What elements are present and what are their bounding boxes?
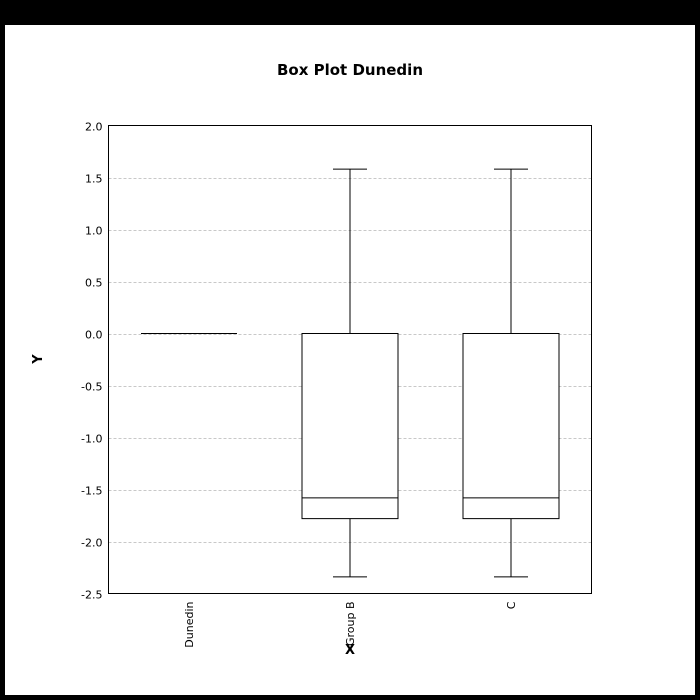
x-axis-ticks: Dunedin Group B C [183,601,518,648]
y-tick-label: 1.5 [85,173,103,186]
y-tick-label: 0.0 [85,329,103,342]
box-series [141,168,560,578]
box-body [462,333,560,520]
chart-title: Box Plot Dunedin [277,61,423,79]
y-tick-label: -0.5 [81,381,102,394]
top-frame-bar [0,0,700,25]
y-tick-label: 1.0 [85,225,103,238]
y-tick-label: -2.0 [81,537,102,550]
y-tick-label: 0.5 [85,277,103,290]
y-axis-label: Y [31,354,46,365]
x-axis-label: X [345,643,355,658]
y-tick-label: -1.0 [81,433,102,446]
plot-area-frame [108,125,592,594]
box-body [301,333,399,520]
x-tick-label: Dunedin [183,601,196,647]
y-tick-label: -1.5 [81,485,102,498]
box-c [462,168,560,578]
box-group-b [301,168,399,578]
y-tick-label: 2.0 [85,121,103,134]
y-axis-ticks: 2.0 1.5 1.0 0.5 0.0 -0.5 -1.0 -1.5 -2.0 -2.5 [81,121,102,602]
y-tick-label: -2.5 [81,589,102,602]
x-tick-label: C [505,601,518,609]
x-tick-label: Group B [344,602,357,647]
